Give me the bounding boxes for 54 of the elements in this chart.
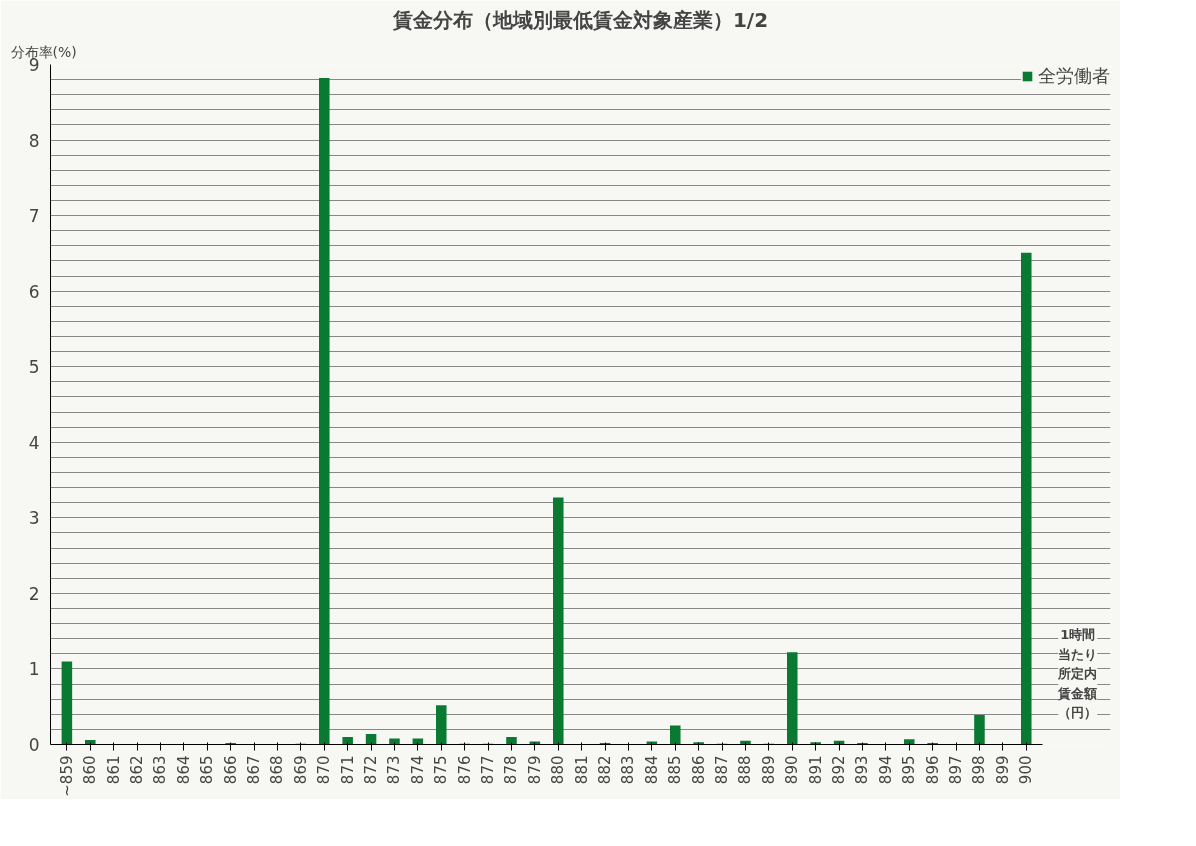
- x-tick-label: 890: [783, 755, 802, 785]
- x-tick-label: 871: [338, 755, 357, 785]
- x-tick-label: 896: [923, 755, 942, 785]
- x-tick-label: 873: [385, 755, 404, 785]
- x-tick-label: 861: [104, 755, 123, 785]
- x-tick-label: 898: [970, 755, 989, 785]
- x-tick-label: 888: [736, 755, 755, 785]
- x-axis-title: 1時間当たり所定内賃金額（円）: [1057, 627, 1098, 721]
- x-tick-label: 877: [479, 755, 498, 785]
- x-tick-label: 865: [198, 755, 217, 785]
- x-tick-label: 892: [830, 755, 849, 785]
- x-tick-label: 868: [268, 755, 287, 785]
- x-tick-label: 875: [432, 755, 451, 785]
- x-tick-label: 880: [549, 755, 568, 785]
- y-tick-label: 8: [28, 130, 40, 151]
- x-tick-label: 894: [876, 755, 895, 785]
- y-tick-label: 3: [28, 508, 40, 529]
- y-tick-label: 1: [28, 659, 40, 680]
- x-tick-label: 887: [713, 755, 732, 785]
- y-tick-label: 6: [28, 281, 40, 302]
- x-tick-label: 889: [759, 755, 778, 785]
- x-tick-label: 882: [596, 755, 615, 785]
- y-tick-label: 7: [28, 206, 40, 227]
- y-tick-label: 2: [28, 583, 40, 604]
- chart-title: 賃金分布（地域別最低賃金対象産業）1/2: [391, 7, 769, 32]
- x-tick-label: 863: [151, 755, 170, 785]
- y-tick-label: 0: [28, 735, 40, 755]
- legend-label: 全労働者: [1038, 64, 1110, 88]
- x-tick-label: 870: [315, 755, 334, 785]
- x-tick-label: 862: [128, 755, 147, 785]
- x-tick-label: 885: [666, 755, 685, 785]
- x-tick-label: 893: [853, 755, 872, 785]
- x-tick-label: 878: [502, 755, 521, 785]
- x-tick-label: 874: [408, 755, 427, 785]
- x-tick-label: 876: [455, 755, 474, 785]
- x-tick-label: 869: [291, 755, 310, 785]
- x-tick-label: 864: [174, 755, 193, 785]
- x-tick-label: 860: [81, 755, 100, 785]
- y-tick-label: 4: [28, 432, 40, 453]
- y-tick-label: 5: [28, 357, 40, 378]
- x-tick-label: 884: [642, 755, 661, 785]
- x-tick-label: 891: [806, 755, 825, 785]
- x-tick-label: 899: [993, 755, 1012, 785]
- x-tick-label: 872: [362, 755, 381, 785]
- x-tick-label: 879: [525, 755, 544, 785]
- x-tick-label: 895: [900, 755, 919, 785]
- x-tick-label: 900: [1017, 755, 1036, 785]
- x-tick-label: 866: [221, 755, 240, 785]
- x-tick-label: 867: [245, 755, 264, 785]
- x-tick-label: 883: [619, 755, 638, 785]
- x-tick-label: 897: [947, 755, 966, 785]
- x-tick-label: 886: [689, 755, 708, 785]
- x-tick-label: 881: [572, 755, 591, 785]
- x-tick-label: ~859: [57, 755, 76, 797]
